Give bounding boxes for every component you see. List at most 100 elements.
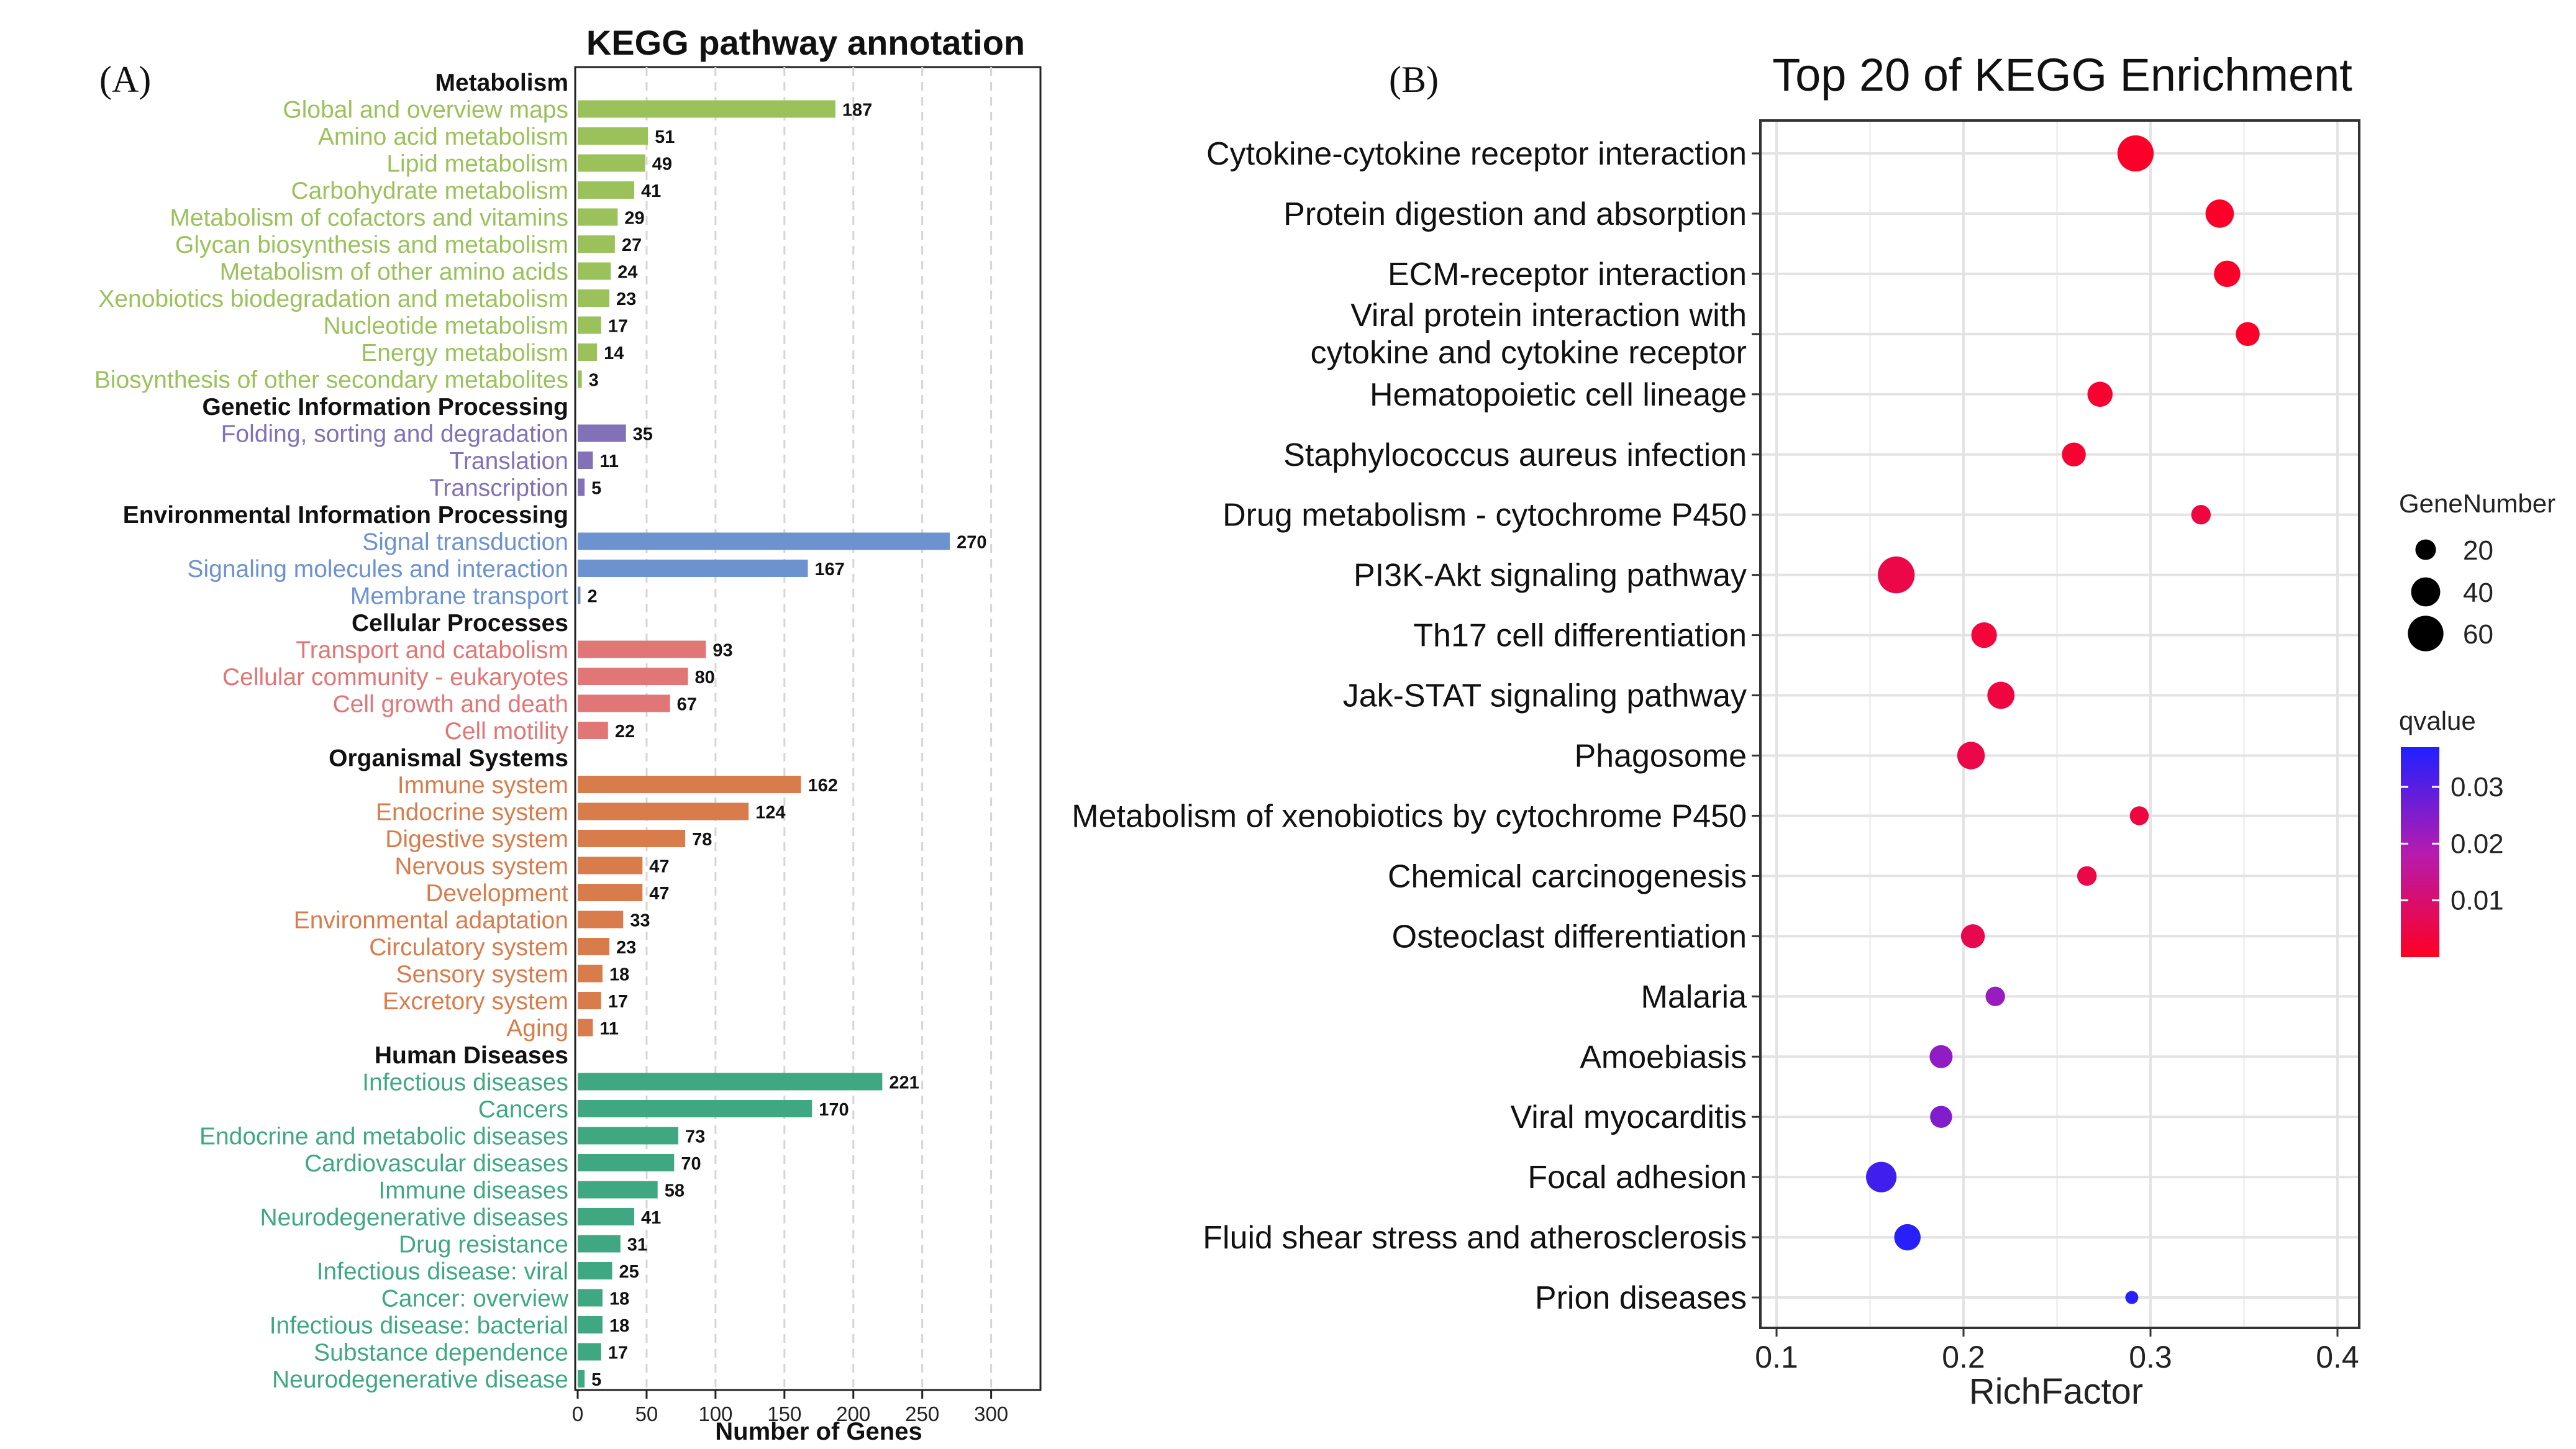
dot-plot-y-axis: Cytokine-cytokine receptor interaction Pr…	[1072, 136, 1760, 1316]
bar-label-substance-dependence: Substance dependence	[314, 1340, 568, 1366]
bar-label-infectious-disease-viral: Infectious disease: viral	[317, 1258, 568, 1285]
bar-label-amino-acid-metabolism: Amino acid metabolism	[318, 124, 568, 150]
bar-label-environmental-adaptation: Environmental adaptation	[294, 907, 568, 934]
term-label-malaria: Malaria	[1641, 979, 1747, 1015]
bar-glycan-biosynthesis-and-metabolism	[578, 235, 615, 253]
term-label-viral-protein-interaction-with-cytokine-and-cytokine-receptor-line-2: cytokine and cytokine receptor	[1311, 335, 1747, 371]
bar-label-xenobiotics-biodegradation-and-metabolism: Xenobiotics biodegradation and metabolis…	[98, 286, 568, 312]
point-prion-diseases	[2125, 1291, 2139, 1304]
bar-neurodegenerative-diseases	[578, 1208, 634, 1225]
bar-value-neurodegenerative-diseases: 41	[641, 1208, 661, 1228]
bar-excretory-system	[578, 992, 601, 1009]
bar-chart-x-tick-label: 300	[974, 1402, 1008, 1425]
bar-value-transport-and-catabolism: 93	[712, 641, 732, 661]
bar-chart-x-axis-label: Number of Genes	[715, 1418, 922, 1445]
panel-b-label: (B)	[1389, 59, 1439, 100]
term-label-hematopoietic-cell-lineage: Hematopoietic cell lineage	[1370, 377, 1747, 413]
bar-label-carbohydrate-metabolism: Carbohydrate metabolism	[291, 178, 568, 204]
point-drug-metabolism-cytochrome-p450	[2191, 505, 2211, 525]
term-label-chemical-carcinogenesis: Chemical carcinogenesis	[1388, 858, 1747, 894]
bar-value-immune-diseases: 58	[665, 1181, 685, 1201]
group-header-human-diseases: Human Diseases	[375, 1042, 568, 1069]
point-jak-stat-signaling-pathway	[1987, 681, 2015, 709]
bar-label-signal-transduction: Signal transduction	[362, 529, 568, 556]
bar-value-cell-motility: 22	[615, 722, 635, 742]
bar-value-biosynthesis-of-other-secondary-metabolites: 3	[589, 371, 599, 391]
bar-value-immune-system: 162	[808, 776, 837, 796]
bar-chart-x-tick-label: 250	[905, 1402, 939, 1425]
bar-label-cancers: Cancers	[478, 1096, 568, 1123]
term-label-osteoclast-differentiation: Osteoclast differentiation	[1392, 919, 1747, 955]
bar-value-cancer-overview: 18	[609, 1289, 629, 1309]
bar-value-substance-dependence: 17	[608, 1343, 628, 1363]
term-label-protein-digestion-and-absorption: Protein digestion and absorption	[1283, 196, 1747, 232]
bar-chart-x-tick-label: 50	[635, 1402, 658, 1425]
bar-label-glycan-biosynthesis-and-metabolism: Glycan biosynthesis and metabolism	[175, 232, 568, 258]
bar-infectious-diseases	[578, 1073, 883, 1091]
term-label-pi3k-akt-signaling-pathway: PI3K-Akt signaling pathway	[1354, 558, 1747, 594]
bar-nervous-system	[578, 856, 643, 874]
bar-chart-x-tick-label: 100	[698, 1402, 732, 1425]
bar-endocrine-and-metabolic-diseases	[578, 1127, 678, 1145]
term-label-viral-protein-interaction-with-cytokine-and-cytokine-receptor-line-1: Viral protein interaction with	[1350, 298, 1747, 334]
dot-plot-panel-background	[1760, 120, 2359, 1328]
dot-plot-title: Top 20 of KEGG Enrichment	[1772, 49, 2352, 101]
bar-value-carbohydrate-metabolism: 41	[641, 181, 661, 201]
bar-label-membrane-transport: Membrane transport	[350, 583, 568, 610]
bar-label-global-and-overview-maps: Global and overview maps	[283, 97, 568, 124]
point-osteoclast-differentiation	[1960, 924, 1985, 948]
bar-substance-dependence	[578, 1343, 601, 1361]
bar-transport-and-catabolism	[578, 640, 706, 658]
point-th17-cell-differentiation	[1971, 622, 1997, 648]
bar-circulatory-system	[578, 938, 610, 955]
dot-plot-x-axis-label: RichFactor	[1969, 1371, 2143, 1412]
dot-plot-x-axis: 0.1 0.2 0.3 0.4	[1755, 1328, 2359, 1374]
kegg-enrichment-dot-plot: (B) Top 20 of KEGG Enrichment Cytokine-c…	[1072, 49, 2556, 1412]
bar-value-signaling-molecules-and-interaction: 167	[815, 560, 845, 579]
term-label-th17-cell-differentiation: Th17 cell differentiation	[1413, 618, 1747, 654]
qvalue-legend: qvalue 0.01 0.02 0.03	[2399, 706, 2504, 957]
bar-digestive-system	[578, 830, 686, 847]
bar-neurodegenerative-disease	[578, 1370, 585, 1388]
point-focal-adhesion	[1866, 1161, 1897, 1192]
bar-label-drug-resistance: Drug resistance	[399, 1232, 568, 1258]
bar-chart-x-tick-label: 150	[767, 1402, 801, 1425]
bar-environmental-adaptation	[578, 911, 624, 929]
bar-translation	[578, 452, 593, 469]
bar-value-metabolism-of-cofactors-and-vitamins: 29	[624, 209, 644, 229]
bar-value-excretory-system: 17	[608, 992, 628, 1012]
dot-plot-points	[1866, 135, 2260, 1304]
bar-value-nervous-system: 47	[649, 857, 669, 877]
bar-cancer-overview	[578, 1289, 603, 1307]
bar-value-digestive-system: 78	[692, 830, 712, 850]
term-label-prion-diseases: Prion diseases	[1535, 1280, 1747, 1316]
gene-number-legend-label: 40	[2463, 578, 2493, 608]
bar-aging	[578, 1019, 593, 1037]
gene-number-legend-key	[2408, 615, 2444, 652]
point-chemical-carcinogenesis	[2077, 866, 2097, 886]
point-viral-protein-interaction-with-cytokine-and-cytokine-receptor	[2236, 322, 2260, 347]
group-header-organismal-systems: Organismal Systems	[329, 745, 568, 772]
bar-label-cell-growth-and-death: Cell growth and death	[333, 691, 568, 718]
bar-chart-title: KEGG pathway annotation	[586, 23, 1025, 62]
term-label-staphylococcus-aureus-infection: Staphylococcus aureus infection	[1283, 437, 1747, 473]
term-label-focal-adhesion: Focal adhesion	[1527, 1160, 1747, 1196]
gene-number-legend-title: GeneNumber	[2399, 489, 2556, 518]
bar-label-immune-diseases: Immune diseases	[378, 1178, 568, 1204]
bar-lipid-metabolism	[578, 154, 645, 172]
bar-value-endocrine-system: 124	[755, 803, 785, 823]
gene-number-legend: GeneNumber 20 40 60	[2399, 489, 2556, 652]
bar-value-global-and-overview-maps: 187	[842, 101, 872, 120]
bar-value-amino-acid-metabolism: 51	[655, 127, 675, 147]
bar-amino-acid-metabolism	[578, 127, 649, 145]
bar-label-infectious-disease-bacterial: Infectious disease: bacterial	[270, 1312, 568, 1339]
bar-infectious-disease-viral	[578, 1262, 612, 1279]
term-label-amoebiasis: Amoebiasis	[1580, 1039, 1747, 1075]
bar-energy-metabolism	[578, 343, 598, 361]
bar-label-transport-and-catabolism: Transport and catabolism	[296, 637, 568, 664]
bar-cellular-community-eukaryotes	[578, 668, 688, 685]
kegg-annotation-bar-chart: (A) KEGG pathway annotation MetabolismGl…	[94, 23, 1042, 1445]
bar-value-infectious-disease-bacterial: 18	[609, 1316, 629, 1336]
bar-endocrine-system	[578, 802, 749, 820]
